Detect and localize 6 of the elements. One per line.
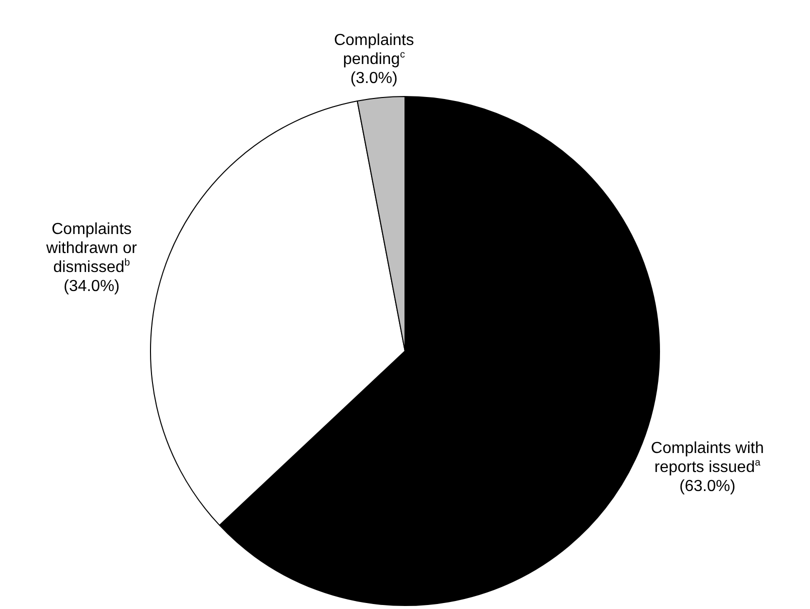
data-label: (34.0%) [64, 278, 120, 295]
data-label: (3.0%) [350, 70, 398, 87]
data-label: (63.0%) [679, 478, 736, 495]
slice-label: Complaints pending$^{c}$ [334, 32, 414, 68]
slice-label: Complaints withdrawn or dismissed$^{b}$ [46, 220, 137, 276]
slice-label: Complaints with reports issued$^{a}$ [650, 440, 764, 476]
